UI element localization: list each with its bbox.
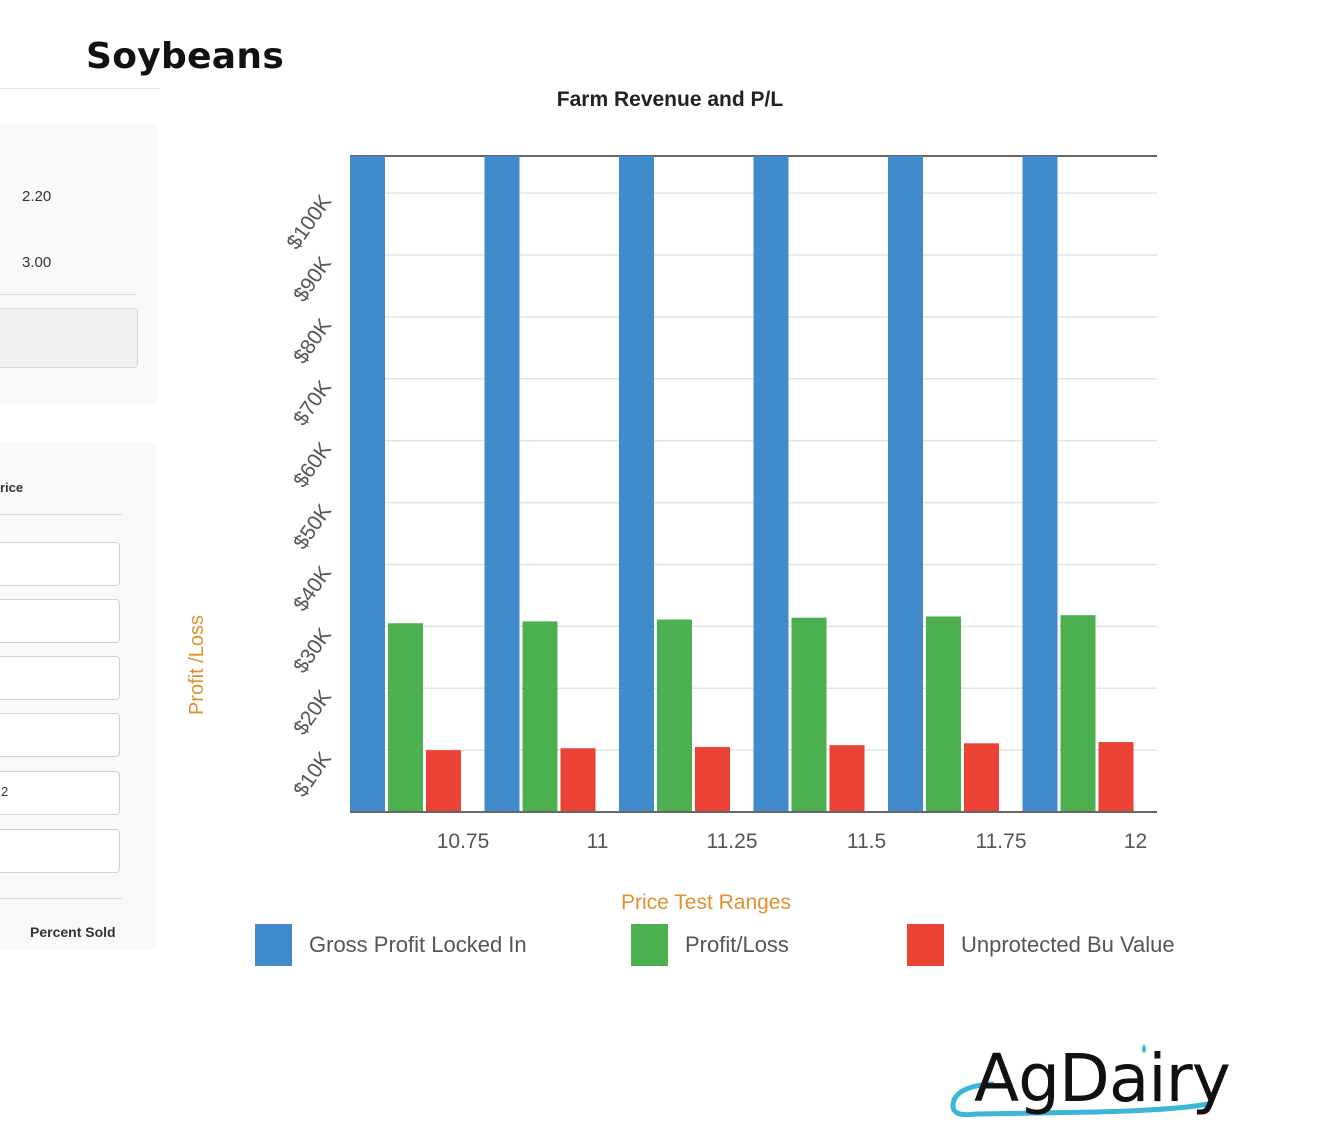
- x-tick-label: 11.25: [707, 830, 758, 853]
- bar-3: [426, 750, 461, 812]
- price-column-label: rice: [0, 480, 24, 495]
- pricing-panel-bottom-divider: [0, 898, 122, 899]
- panel-action-box[interactable]: [0, 308, 138, 368]
- price-input-5-value: 2: [1, 784, 9, 799]
- y-tick-label: $70K: [289, 376, 336, 429]
- panel-value-1: 2.20: [22, 188, 52, 205]
- legend-label-profit-loss: Profit/Loss: [685, 932, 789, 957]
- settings-panel: 2.20 3.00: [0, 124, 158, 404]
- x-tick-label: 11.75: [976, 830, 1027, 853]
- bar-1: [350, 156, 385, 812]
- agdairy-logo: AgDairy: [946, 1040, 1231, 1120]
- bar-3: [695, 747, 730, 812]
- price-input-6[interactable]: [0, 829, 120, 873]
- bar-2: [388, 623, 423, 812]
- bar-3: [1098, 742, 1134, 812]
- y-tick-label: $50K: [289, 500, 336, 553]
- y-tick-label: $100K: [282, 191, 336, 254]
- bar-3: [560, 748, 596, 812]
- bar-1: [888, 156, 923, 812]
- price-input-3[interactable]: [0, 656, 120, 700]
- y-tick-label: $40K: [289, 562, 336, 615]
- bar-3: [964, 743, 999, 812]
- legend-swatch-unprotected: [907, 924, 944, 966]
- price-input-4[interactable]: [0, 713, 120, 757]
- x-axis-title: Price Test Ranges: [621, 891, 791, 914]
- x-tick-label: 10.75: [437, 830, 490, 853]
- bar-2: [1060, 615, 1096, 812]
- y-tick-label: $60K: [289, 438, 336, 491]
- bar-2: [522, 621, 558, 812]
- price-input-2[interactable]: [0, 599, 120, 643]
- x-tick-label: 11.5: [847, 830, 886, 853]
- logo-text: AgDairy: [974, 1040, 1231, 1117]
- percent-sold-label: Percent Sold: [30, 924, 116, 940]
- legend-label-unprotected: Unprotected Bu Value: [961, 932, 1175, 957]
- y-tick-label: $10K: [289, 748, 336, 801]
- y-tick-label: $20K: [289, 686, 336, 739]
- panel-divider: [0, 294, 136, 295]
- y-tick-label: $30K: [289, 624, 336, 677]
- panel-value-2: 3.00: [22, 254, 52, 271]
- bar-1: [619, 156, 654, 812]
- y-tick-label: $90K: [289, 253, 336, 306]
- chart-title: Farm Revenue and P/L: [556, 88, 784, 111]
- bar-2: [926, 616, 961, 812]
- bar-2: [791, 617, 827, 812]
- logo-swoosh: [950, 1044, 1211, 1118]
- x-tick-label: 11: [587, 830, 609, 853]
- bar-3: [829, 745, 865, 812]
- y-tick-label: $80K: [289, 315, 336, 368]
- legend-swatch-gross-profit: [255, 924, 292, 966]
- x-tick-label: 12: [1124, 830, 1147, 853]
- pricing-panel: rice 2 Percent Sold: [0, 442, 156, 950]
- legend-label-gross-profit: Gross Profit Locked In: [309, 932, 527, 957]
- bar-2: [657, 619, 692, 812]
- price-input-1[interactable]: [0, 542, 120, 586]
- y-axis-title: Profit /Loss: [186, 615, 208, 715]
- bar-1: [753, 156, 789, 812]
- title-divider: [0, 88, 160, 89]
- bar-1: [1022, 156, 1058, 812]
- page-title: Soybeans: [86, 36, 285, 77]
- pricing-panel-divider: [0, 514, 122, 515]
- legend-swatch-profit-loss: [631, 924, 668, 966]
- bar-1: [484, 156, 520, 812]
- price-input-5[interactable]: 2: [0, 771, 120, 815]
